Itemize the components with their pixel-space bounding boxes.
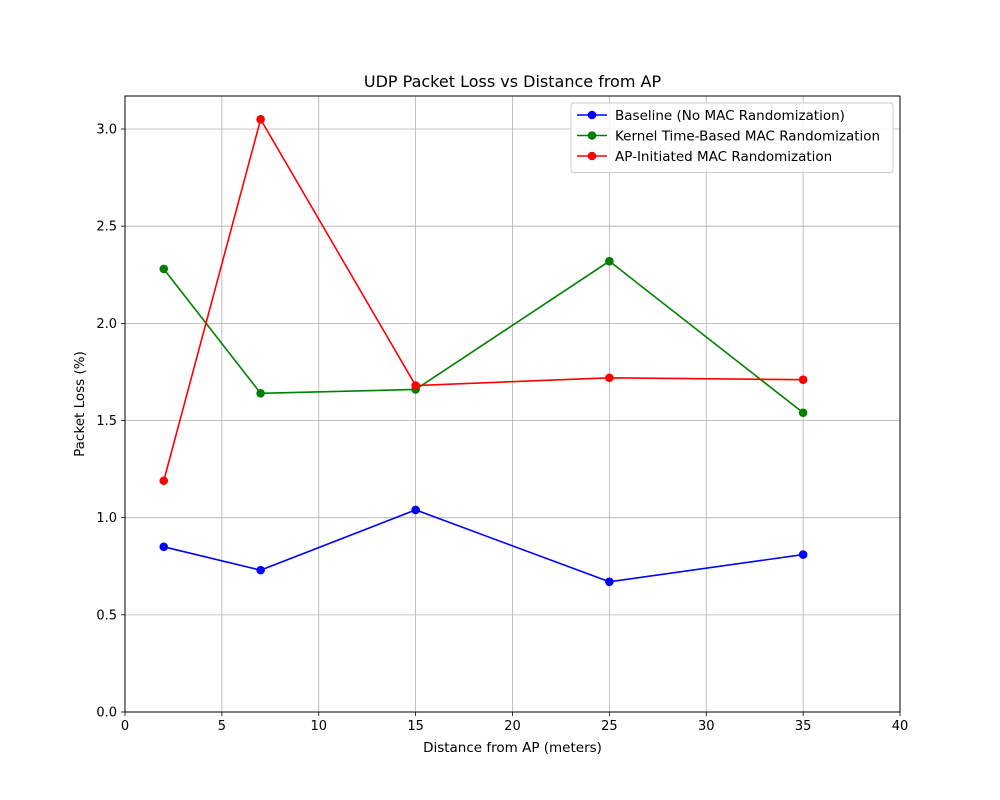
y-tick-label: 0.0	[96, 706, 117, 721]
legend-marker	[587, 110, 597, 120]
data-point	[411, 381, 420, 390]
legend-marker	[587, 131, 597, 140]
legend-label: Baseline (No MAC Randomization)	[615, 108, 845, 124]
y-tick-label: 1.0	[96, 511, 117, 526]
series-group	[159, 115, 808, 587]
y-tick-label: 1.5	[96, 414, 117, 429]
data-point	[256, 115, 265, 124]
legend: Baseline (No MAC Randomization) Kernel Ti…	[570, 102, 894, 173]
legend-label: Kernel Time-Based MAC Randomization	[615, 129, 880, 145]
data-point	[256, 565, 265, 575]
data-point	[605, 373, 614, 383]
x-tick-label: 15	[407, 719, 424, 734]
x-tick-label: 5	[218, 719, 226, 734]
legend-box	[570, 102, 894, 173]
data-point	[605, 577, 614, 587]
data-point	[798, 408, 808, 418]
y-axis-title: Packet Loss (%)	[72, 351, 88, 457]
data-point	[159, 476, 169, 486]
data-point	[798, 375, 808, 385]
y-tick-label: 0.5	[96, 608, 117, 623]
axis-ticks: 0 5 10 15 20 25 30 35 40 0.0 0.5 1.0 1.5 2.0 2.5 3.0	[96, 123, 908, 734]
y-tick-label: 2.0	[96, 317, 117, 332]
x-tick-label: 10	[310, 719, 327, 734]
x-axis-title: Distance from AP (meters)	[423, 740, 602, 756]
data-point	[798, 550, 808, 559]
x-tick-label: 25	[601, 719, 618, 734]
series-3	[159, 115, 808, 486]
x-tick-label: 30	[698, 719, 715, 734]
data-point	[256, 389, 265, 398]
data-point	[159, 264, 169, 274]
data-point	[605, 256, 614, 266]
x-tick-label: 20	[504, 719, 521, 734]
legend-marker	[587, 151, 597, 161]
data-point	[411, 505, 420, 515]
x-tick-label: 0	[121, 719, 129, 734]
y-tick-label: 2.5	[96, 220, 117, 235]
legend-label: AP-Initiated MAC Randomization	[615, 149, 832, 165]
x-tick-label: 40	[892, 719, 909, 734]
x-tick-label: 35	[795, 719, 812, 734]
data-point	[159, 542, 169, 552]
series-1	[159, 505, 808, 587]
chart-title: UDP Packet Loss vs Distance from AP	[364, 72, 662, 91]
y-tick-label: 3.0	[96, 123, 117, 138]
